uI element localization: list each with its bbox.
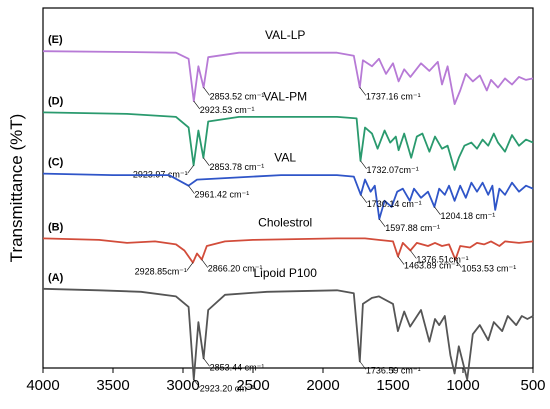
x-tick-label: 2500 (236, 377, 269, 394)
series-name: VAL (274, 151, 296, 165)
annotation-leader (193, 379, 201, 388)
peak-annotation: 1204.18 cm⁻¹ (440, 211, 495, 221)
peak-annotation: 2923.53 cm⁻¹ (200, 105, 255, 115)
peak-annotation: 2928.85cm⁻¹ (135, 267, 187, 277)
annotation-leader (410, 250, 417, 259)
annotation-leader (193, 100, 201, 110)
annotation-leader (203, 87, 210, 96)
peak-annotation: 1730.14 cm⁻¹ (367, 199, 422, 209)
series-E: (E) VAL-LP 2853.52 cm⁻¹ 2923.53 cm⁻¹ 1737.16… (42, 28, 534, 115)
series-name: VAL-PM (263, 89, 307, 103)
peak-annotation: 1597.88 cm⁻¹ (385, 223, 440, 233)
peak-annotation: 1737.16 cm⁻¹ (366, 91, 421, 101)
x-tick-label: 4000 (26, 377, 59, 394)
annotation-leader (397, 256, 405, 265)
x-tick-label: 3000 (166, 377, 199, 394)
series-letter: (D) (48, 95, 64, 107)
peak-annotation: 2853.78 cm⁻¹ (209, 162, 264, 172)
annotation-leader (359, 87, 367, 96)
series-name: VAL-LP (265, 28, 305, 42)
x-tick-label: 2000 (306, 377, 339, 394)
peak-annotation: 1463.89 cm⁻¹ (404, 261, 459, 271)
series-letter: (C) (48, 157, 64, 169)
annotation-leader (201, 259, 208, 268)
annotation-leader (203, 358, 210, 367)
series-letter: (E) (48, 34, 63, 46)
annotation-leader (360, 194, 368, 203)
y-axis-label: Transmittance (%T) (7, 114, 26, 263)
x-axis: 4000 3500 3000 2500 2000 1500 1000 500 (26, 368, 546, 394)
annotation-leader (203, 157, 210, 166)
annotation-leader (188, 185, 195, 194)
x-tick-label: 1500 (376, 377, 409, 394)
annotation-leader (455, 259, 462, 268)
series-line-C (42, 172, 534, 220)
peak-annotation: 1732.07cm⁻¹ (367, 165, 419, 175)
annotation-leader (379, 218, 386, 228)
x-tick-label: 3500 (96, 377, 129, 394)
series-line-E (42, 50, 534, 105)
series-line-B (42, 237, 534, 264)
annotation-leader (187, 165, 194, 174)
annotation-leader (186, 262, 194, 271)
peak-annotation: 2866.20 cm⁻¹ (208, 264, 263, 274)
annotation-leader (359, 361, 367, 370)
x-tick-label: 500 (520, 377, 545, 394)
series-line-A (42, 287, 534, 381)
series-C: (C) VAL 2961.42 cm⁻¹ 1730.14 cm⁻¹ 1597.88 cm… (42, 151, 534, 233)
peak-annotation: 2853.52 cm⁻¹ (210, 91, 265, 101)
series-layer: (E) VAL-LP 2853.52 cm⁻¹ 2923.53 cm⁻¹ 1737.16… (42, 28, 534, 394)
series-letter: (B) (48, 221, 64, 233)
series-name: Cholestrol (258, 215, 312, 229)
peak-annotation: 1053.53 cm⁻¹ (461, 264, 516, 274)
annotation-leader (360, 160, 367, 169)
series-line-D (42, 111, 534, 171)
annotation-leader (434, 206, 441, 216)
peak-annotation: 2853.44 cm⁻¹ (210, 362, 265, 372)
x-tick-label: 1000 (446, 377, 479, 394)
series-B: (B) Cholestrol 2928.85cm⁻¹ 2866.20 cm⁻¹ 1463… (42, 215, 534, 277)
peak-annotation: 1376.51cm⁻¹ (416, 254, 468, 264)
peak-annotation: 2961.42 cm⁻¹ (194, 190, 249, 200)
series-letter: (A) (48, 272, 64, 284)
series-name: Lipoid P100 (254, 266, 318, 280)
peak-annotation: 2923.20 cm⁻¹ (200, 384, 255, 394)
